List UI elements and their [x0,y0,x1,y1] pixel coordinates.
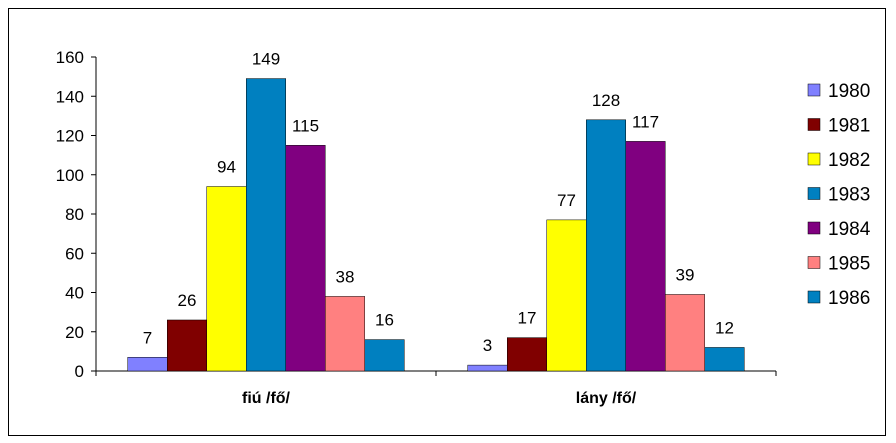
data-label: 16 [375,311,394,330]
legend-label: 1981 [828,116,870,137]
data-label: 149 [252,50,280,69]
legend-label: 1983 [828,185,870,206]
data-label: 117 [632,112,659,131]
bar [206,186,247,372]
bar [467,364,508,372]
legend-swatch [807,187,821,200]
y-tick-label: 20 [65,323,84,342]
bar [167,319,207,372]
data-label: 3 [483,336,492,355]
bar [364,339,405,372]
data-label: 115 [292,116,319,135]
y-tick-label: 60 [65,244,84,263]
bar [665,294,705,372]
legend-swatch [807,118,821,131]
legend-label: 1986 [828,288,870,309]
legend-label: 1985 [828,254,870,275]
y-tick-label: 120 [56,127,84,146]
data-label: 12 [715,318,734,337]
data-label: 17 [518,309,537,328]
legend-swatch [807,152,821,166]
bar [285,145,326,372]
y-tick-label: 100 [56,166,84,185]
data-label: 7 [143,328,152,347]
data-label: 77 [557,191,576,210]
bar [246,78,286,372]
x-category-label: lány /fő/ [576,390,637,407]
data-label: 38 [336,267,355,286]
legend-label: 1982 [828,150,870,171]
data-label: 39 [676,265,695,284]
x-category-label: fiú /fő/ [242,390,291,407]
bar [586,119,626,372]
bars [127,78,745,372]
data-label: 128 [592,91,620,110]
data-labels: 7 26 94 149 115 38 16 3 17 77 128 117 39 12 [143,50,734,356]
legend-label: 1984 [828,219,871,240]
bar [507,337,547,372]
legend-label: 1980 [828,81,870,102]
x-axis: fiú /fő/lány /fő/ [95,370,777,407]
bar [325,296,365,372]
y-tick-label: 140 [56,87,84,106]
y-tick-label: 0 [75,362,84,381]
bar [704,347,745,372]
legend: 1980 1981 1982 1983 1984 1985 1986 [807,81,871,309]
bar [546,219,587,372]
y-tick-label: 80 [65,205,84,224]
legend-swatch [807,83,821,97]
legend-swatch [807,256,821,269]
y-tick-label: 160 [56,48,84,67]
bar [127,357,168,372]
y-axis: 0 20 40 60 80 100 120 140 160 [56,48,97,381]
bar [625,141,666,372]
data-label: 94 [217,158,236,177]
y-tick-label: 40 [65,284,84,303]
legend-swatch [807,221,821,235]
legend-swatch [807,290,821,304]
data-label: 26 [178,291,197,310]
